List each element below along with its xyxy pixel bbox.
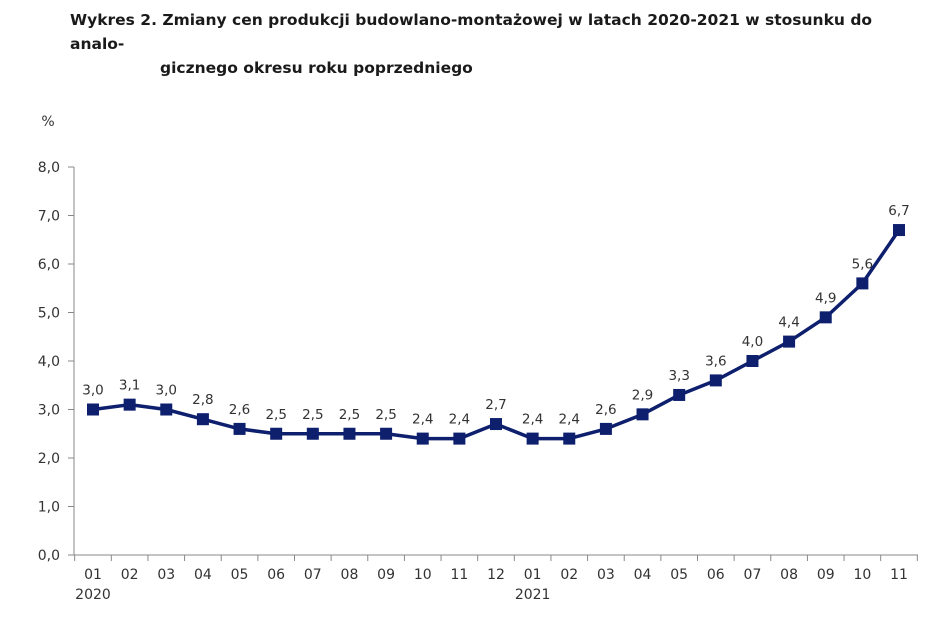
x-tick-label: 04 [194,567,212,583]
data-label: 2,4 [449,412,470,428]
x-tick-label: 01 [84,567,102,583]
x-tick-label: 01 [524,567,542,583]
y-tick-label: 2,0 [38,451,60,467]
y-axis-unit-label: % [41,114,54,130]
x-year-label: 2021 [515,587,551,603]
data-label: 5,6 [852,256,873,272]
data-point-marker [306,427,319,440]
data-label: 2,6 [595,402,616,418]
data-label: 2,6 [229,402,250,418]
x-tick-label: 08 [780,567,798,583]
x-tick-label: 07 [744,567,762,583]
x-tick-label: 02 [121,567,139,583]
data-point-marker [599,422,612,435]
x-tick-label: 11 [890,567,908,583]
data-label: 6,7 [888,203,909,219]
data-point-marker [87,403,99,416]
x-tick-label: 05 [670,567,688,583]
y-tick-label: 5,0 [38,306,60,322]
data-point-marker [380,427,393,440]
data-label: 4,0 [742,334,763,350]
data-point-marker [709,374,722,387]
data-point-marker [416,432,429,445]
x-tick-label: 07 [304,567,322,583]
y-tick-label: 7,0 [38,209,60,225]
data-label: 2,5 [339,407,360,423]
data-point-marker [526,432,539,445]
y-tick-label: 3,0 [38,403,60,419]
data-point-marker [563,432,576,445]
data-point-marker [893,224,905,237]
chart-title-line1: Wykres 2. Zmiany cen produkcji budowlano… [70,11,873,53]
data-label: 2,7 [485,397,506,413]
data-label: 2,8 [192,392,213,408]
x-tick-label: 03 [597,567,615,583]
x-tick-label: 04 [634,567,652,583]
x-tick-label: 03 [157,567,175,583]
x-year-label: 2020 [75,587,111,603]
data-point-marker [233,422,246,435]
x-tick-label: 06 [707,567,725,583]
data-label: 4,9 [815,290,836,306]
data-label: 3,3 [668,368,689,384]
y-tick-label: 1,0 [38,500,60,516]
data-label: 3,6 [705,353,726,369]
x-tick-label: 05 [231,567,249,583]
data-label: 4,4 [778,315,799,331]
x-tick-label: 06 [267,567,285,583]
data-label: 3,1 [119,378,140,394]
x-tick-label: 12 [487,567,505,583]
data-point-marker [746,355,759,367]
data-label: 3,0 [82,383,103,399]
x-tick-label: 10 [414,567,432,583]
data-label: 2,5 [302,407,323,423]
data-point-marker [783,335,796,348]
data-point-marker [856,277,869,290]
data-label: 2,4 [522,412,543,428]
data-point-marker [453,432,466,445]
y-tick-label: 8,0 [38,160,60,176]
x-tick-label: 09 [817,567,835,583]
data-label: 2,4 [559,412,580,428]
data-label: 2,4 [412,412,433,428]
data-point-marker [636,408,649,421]
x-tick-label: 02 [560,567,578,583]
x-tick-label: 08 [341,567,359,583]
data-point-marker [673,388,686,401]
y-tick-label: 0,0 [38,548,60,564]
data-label: 2,5 [375,407,396,423]
data-point-marker [160,403,173,416]
data-point-marker [819,311,832,324]
y-tick-label: 6,0 [38,257,60,273]
x-tick-label: 11 [450,567,468,583]
data-point-marker [270,427,283,440]
data-point-marker [490,418,502,431]
y-tick-label: 4,0 [38,354,60,370]
chart-title-line2: gicznego okresu roku poprzedniego [160,59,473,77]
data-point-marker [123,398,136,411]
x-tick-label: 09 [377,567,395,583]
chart-title: Wykres 2. Zmiany cen produkcji budowlano… [70,8,930,80]
data-point-marker [196,413,209,426]
data-label: 2,9 [632,387,653,403]
data-point-marker [343,427,356,440]
data-label: 3,0 [156,383,177,399]
data-label: 2,5 [265,407,286,423]
x-tick-label: 10 [853,567,871,583]
